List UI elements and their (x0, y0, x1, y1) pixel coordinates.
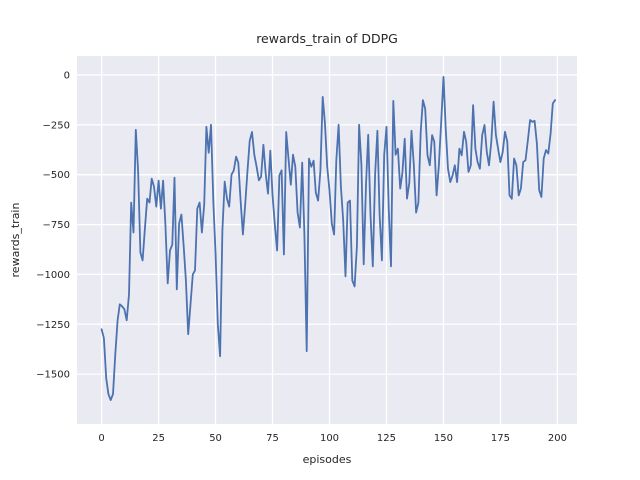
y-axis-label: rewards_train (9, 203, 22, 278)
x-tick-label: 100 (320, 433, 339, 444)
grid-layer (77, 56, 577, 424)
tick-layer: 0 25 50 75 100 125 150 175 200 0 −250 −500 −750 −1000… (36, 70, 567, 444)
y-tick-label: −1500 (36, 370, 70, 381)
x-tick-label: 175 (491, 433, 510, 444)
reward-line (100, 76, 556, 402)
y-tick-label: −500 (43, 170, 70, 181)
y-tick-label: −1000 (36, 270, 70, 281)
y-tick-label: 0 (64, 70, 70, 81)
x-tick-label: 125 (377, 433, 396, 444)
x-tick-label: 150 (434, 433, 453, 444)
x-tick-label: 200 (548, 433, 567, 444)
y-tick-label: −1250 (36, 320, 70, 331)
y-tick-label: −250 (43, 120, 70, 131)
chart-title: rewards_train of DDPG (256, 31, 398, 46)
x-tick-label: 50 (209, 433, 222, 444)
x-axis-label: episodes (303, 453, 352, 466)
x-tick-label: 0 (98, 433, 104, 444)
y-tick-label: −750 (43, 220, 70, 231)
x-tick-label: 75 (266, 433, 279, 444)
x-tick-label: 25 (152, 433, 165, 444)
plot-area (77, 56, 577, 424)
line-layer (100, 76, 556, 402)
